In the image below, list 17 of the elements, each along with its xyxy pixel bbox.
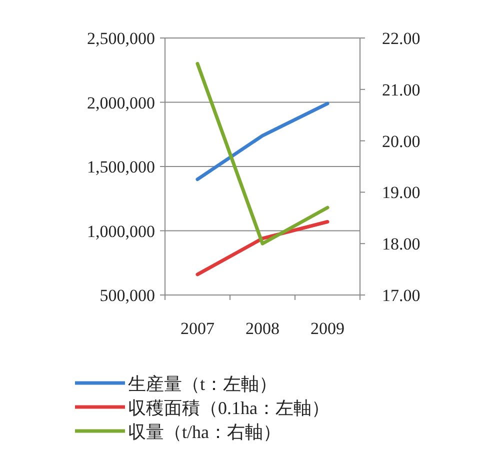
y2-tick-label: 19.00 — [382, 183, 420, 202]
x-tick-label: 2007 — [180, 319, 215, 338]
x-tick-label: 2009 — [310, 319, 344, 338]
y-tick-label: 500,000 — [100, 286, 155, 305]
x-tick-label: 2008 — [246, 319, 280, 338]
y-tick-label: 2,000,000 — [87, 93, 155, 112]
y2-tick-label: 17.00 — [382, 286, 420, 305]
y2-tick-label: 22.00 — [382, 29, 420, 48]
legend-label: 収穫面積（0.1ha：左軸） — [128, 398, 330, 418]
y2-tick-label: 18.00 — [382, 234, 420, 254]
legend-label: 生産量（t：左軸） — [128, 374, 278, 394]
y-tick-label: 1,000,000 — [87, 222, 155, 241]
y-tick-label: 2,500,000 — [87, 29, 155, 48]
y2-tick-label: 20.00 — [382, 132, 420, 151]
y-tick-label: 1,500,000 — [87, 158, 155, 176]
y2-tick-label: 21.00 — [382, 80, 420, 100]
legend-label: 収量（t/ha：右軸） — [128, 422, 281, 442]
